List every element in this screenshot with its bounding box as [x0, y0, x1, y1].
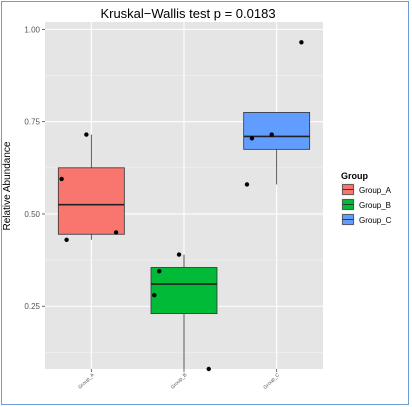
data-point: [113, 230, 119, 235]
legend-label: Group_B: [359, 201, 391, 210]
legend-label: Group_C: [359, 216, 392, 225]
box-Group_C: [243, 40, 311, 187]
box-body: [150, 267, 218, 315]
data-point: [64, 237, 69, 242]
chart-title: Kruskal−Wallis test p = 0.0183: [100, 6, 275, 21]
data-point: [244, 182, 250, 187]
y-tick-labels: 0.25 0.50 0.75 1.00: [24, 25, 45, 311]
data-point: [59, 176, 64, 182]
box-body: [57, 167, 125, 235]
y-tick-label: 0.25: [24, 302, 40, 311]
box-body: [243, 112, 311, 150]
x-tick-labels: Group_A Group_B Group_C: [77, 369, 281, 391]
x-tick-label: Group_B: [170, 372, 189, 391]
data-point: [206, 366, 211, 372]
y-axis-label: Relative Abundance: [2, 141, 13, 230]
data-point: [269, 132, 274, 137]
y-tick-label: 1.00: [24, 25, 40, 34]
x-tick-label: Group_C: [262, 372, 281, 391]
legend-title: Group: [341, 171, 368, 181]
data-point: [299, 40, 304, 45]
data-point: [152, 292, 157, 298]
legend: Group Group_A Group_B Group_C: [341, 171, 392, 226]
data-point: [157, 268, 162, 274]
data-point: [176, 252, 182, 257]
data-point: [84, 132, 89, 137]
x-tick-label: Group_A: [77, 372, 96, 391]
y-tick-label: 0.75: [24, 118, 40, 127]
data-point: [249, 136, 255, 141]
y-tick-label: 0.50: [24, 210, 40, 219]
box-Group_B: [150, 252, 218, 372]
legend-label: Group_A: [359, 186, 392, 195]
box-Group_A: [57, 132, 125, 242]
boxes: [57, 40, 311, 372]
